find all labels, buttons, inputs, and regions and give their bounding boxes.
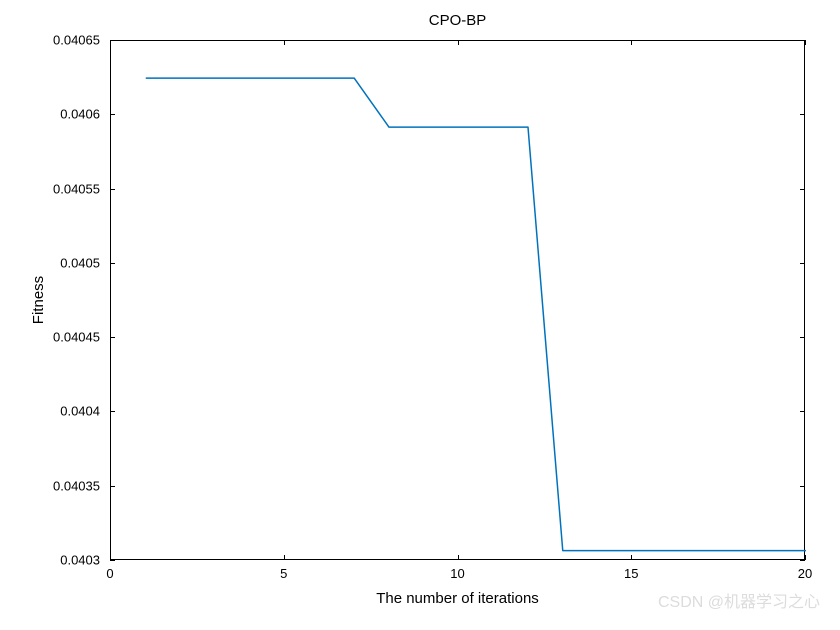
y-tick [800,411,805,412]
x-tick-label: 5 [280,566,287,581]
x-tick [458,555,459,560]
y-tick [800,114,805,115]
x-tick-label: 20 [798,566,812,581]
chart-title: CPO-BP [110,12,805,29]
y-tick-label: 0.0404 [30,404,100,419]
x-tick-label: 10 [450,566,464,581]
y-tick [110,189,115,190]
y-tick [800,337,805,338]
y-tick-label: 0.04065 [30,33,100,48]
x-tick [284,40,285,45]
y-tick-label: 0.0403 [30,553,100,568]
y-tick [110,114,115,115]
y-tick [110,486,115,487]
y-tick [110,40,115,41]
y-tick [800,560,805,561]
y-tick-label: 0.04055 [30,181,100,196]
y-tick-label: 0.0405 [30,255,100,270]
y-tick [800,486,805,487]
x-tick [458,40,459,45]
y-tick [110,337,115,338]
y-tick-label: 0.0406 [30,107,100,122]
y-tick [800,40,805,41]
x-tick [631,555,632,560]
x-tick [631,40,632,45]
x-tick [805,40,806,45]
x-tick-label: 0 [106,566,113,581]
y-tick [800,189,805,190]
y-tick [110,560,115,561]
watermark: CSDN @机器学习之心 [658,588,820,612]
plot-area [110,40,805,560]
x-tick [284,555,285,560]
y-tick-label: 0.04035 [30,478,100,493]
x-tick-label: 15 [624,566,638,581]
x-tick [805,555,806,560]
figure: CPO-BP Fitness The number of iterations … [0,0,840,630]
y-tick-label: 0.04045 [30,330,100,345]
y-tick [110,263,115,264]
y-tick [800,263,805,264]
fitness-line [111,41,806,561]
fitness-series-path [146,78,806,550]
y-tick [110,411,115,412]
